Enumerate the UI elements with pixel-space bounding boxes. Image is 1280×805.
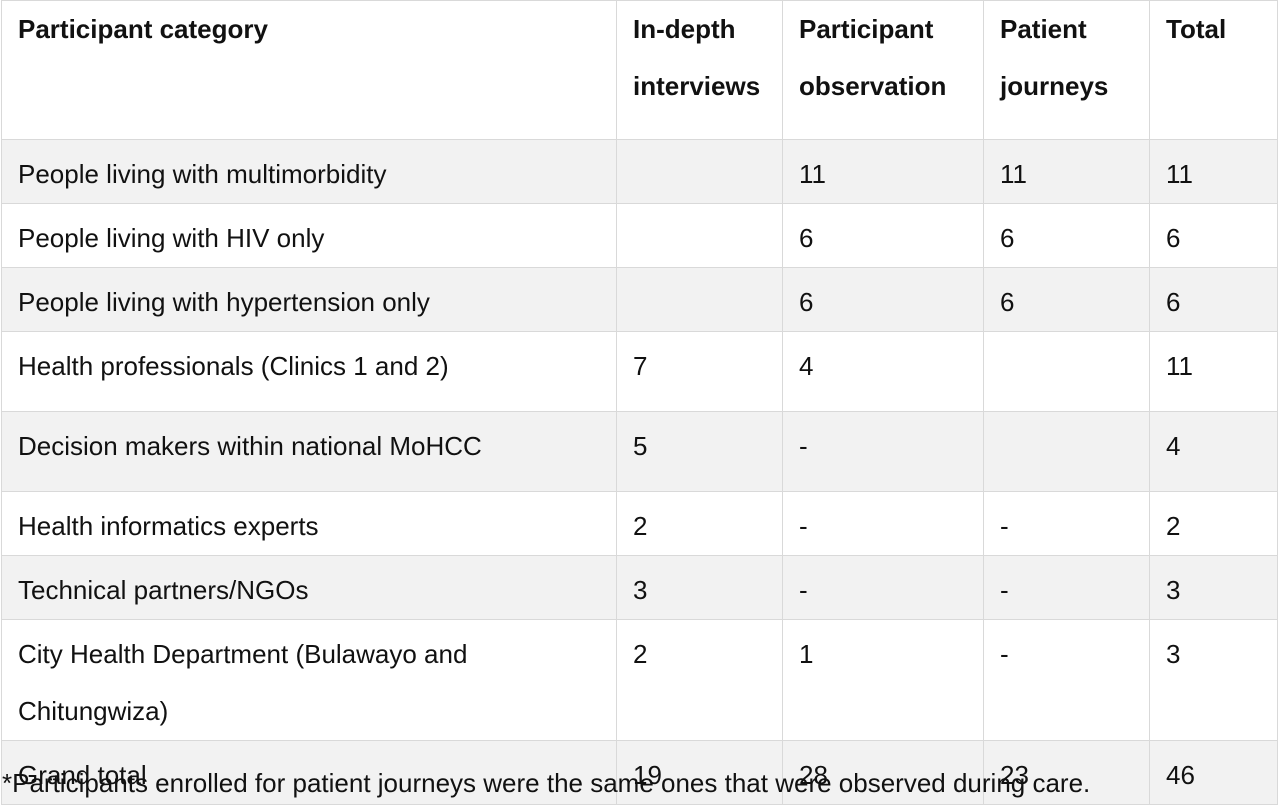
- row-total: 6: [1149, 267, 1278, 332]
- row-observation: 4: [782, 331, 984, 412]
- row-journeys: 6: [983, 203, 1150, 268]
- row-category: Technical partners/NGOs: [1, 555, 617, 620]
- row-observation: 11: [782, 139, 984, 204]
- row-total: 4: [1149, 411, 1278, 492]
- row-journeys: -: [983, 491, 1150, 556]
- row-journeys: 6: [983, 267, 1150, 332]
- row-interviews: 3: [616, 555, 783, 620]
- row-interviews: 7: [616, 331, 783, 412]
- table-row: Technical partners/NGOs 3 - - 3: [1, 555, 1278, 620]
- row-interviews: 2: [616, 491, 783, 556]
- row-category: Health informatics experts: [1, 491, 617, 556]
- row-total: 6: [1149, 203, 1278, 268]
- table-row: City Health Department (Bulawayo and Chi…: [1, 619, 1278, 741]
- row-journeys: 11: [983, 139, 1150, 204]
- table-header-row: Participant category In-depth interviews…: [1, 0, 1278, 140]
- header-participant-category: Participant category: [1, 0, 617, 140]
- header-participant-observation: Participant observation: [782, 0, 984, 140]
- row-observation: -: [782, 555, 984, 620]
- header-total: Total: [1149, 0, 1278, 140]
- row-category: People living with hypertension only: [1, 267, 617, 332]
- row-total: 46: [1149, 740, 1278, 805]
- table-row: Health professionals (Clinics 1 and 2) 7…: [1, 331, 1278, 412]
- table-row: People living with HIV only 6 6 6: [1, 203, 1278, 268]
- header-patient-journeys: Patient journeys: [983, 0, 1150, 140]
- row-category: Grand total: [1, 740, 617, 805]
- footnote: *Participants enrolled for patient journ…: [2, 768, 1091, 798]
- row-interviews: 5: [616, 411, 783, 492]
- row-journeys: -: [983, 555, 1150, 620]
- row-category: City Health Department (Bulawayo and Chi…: [1, 619, 617, 741]
- row-journeys: 23: [983, 740, 1150, 805]
- row-category: People living with multimorbidity: [1, 139, 617, 204]
- row-observation: 1: [782, 619, 984, 741]
- table-row: People living with multimorbidity 11 11 …: [1, 139, 1278, 204]
- row-interviews: 2: [616, 619, 783, 741]
- table-row: Decision makers within national MoHCC 5 …: [1, 411, 1278, 492]
- row-journeys: -: [983, 619, 1150, 741]
- row-category: People living with HIV only: [1, 203, 617, 268]
- header-in-depth-interviews: In-depth interviews: [616, 0, 783, 140]
- row-observation: -: [782, 491, 984, 556]
- row-total: 2: [1149, 491, 1278, 556]
- row-total: 11: [1149, 331, 1278, 412]
- row-journeys: [983, 331, 1150, 412]
- row-interviews: [616, 267, 783, 332]
- grand-total-row: Grand total 19 28 23 46: [1, 740, 1278, 805]
- row-total: 3: [1149, 619, 1278, 741]
- row-observation: -: [782, 411, 984, 492]
- row-interviews: [616, 139, 783, 204]
- row-category: Decision makers within national MoHCC: [1, 411, 617, 492]
- row-observation: 6: [782, 203, 984, 268]
- row-total: 11: [1149, 139, 1278, 204]
- row-interviews: [616, 203, 783, 268]
- row-journeys: [983, 411, 1150, 492]
- table-row: Health informatics experts 2 - - 2: [1, 491, 1278, 556]
- table-row: People living with hypertension only 6 6…: [1, 267, 1278, 332]
- row-observation: 6: [782, 267, 984, 332]
- row-category: Health professionals (Clinics 1 and 2): [1, 331, 617, 412]
- row-total: 3: [1149, 555, 1278, 620]
